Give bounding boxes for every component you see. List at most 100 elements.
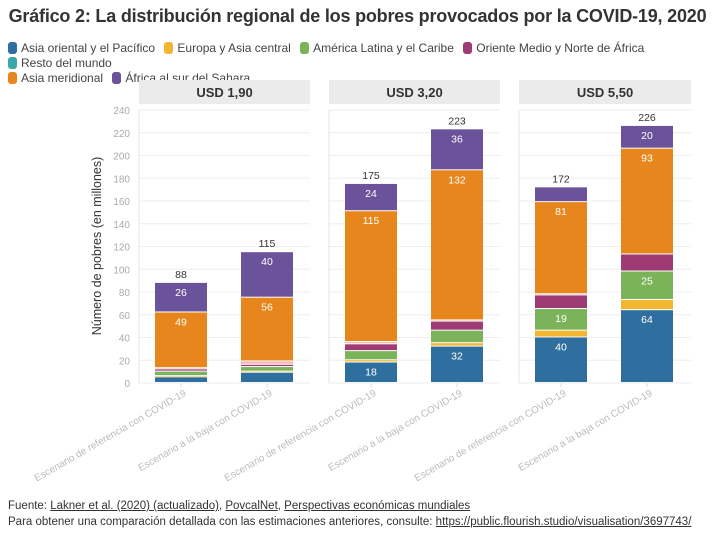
note-prefix: Para obtener una comparación detallada c…	[8, 516, 436, 528]
bar-segment	[345, 344, 397, 351]
bar-segment	[431, 330, 483, 343]
bar-segment	[345, 183, 397, 211]
data-label: 32	[451, 351, 463, 363]
panel-title: USD 5,50	[577, 85, 633, 100]
y-tick-label: 120	[113, 243, 130, 254]
bar-segment	[621, 310, 673, 382]
data-label: 132	[448, 174, 466, 186]
total-label: 223	[448, 115, 466, 127]
y-axis-label: Número de pobres (en millones)	[90, 157, 104, 336]
data-label: 40	[555, 342, 567, 354]
data-label: 49	[175, 316, 187, 328]
bar-segment	[535, 309, 587, 330]
bar-segment	[241, 367, 293, 371]
legend-label: América Latina y el Caribe	[313, 41, 454, 55]
bar-segment	[155, 371, 207, 376]
source-line: Fuente: Lakner et al. (2020) (actualizad…	[8, 498, 691, 514]
legend-label: Asia meridional	[21, 71, 104, 85]
y-tick-label: 220	[113, 129, 130, 140]
chart-title: Gráfico 2: La distribución regional de l…	[8, 6, 707, 26]
source-link-lakner[interactable]: Lakner et al. (2020) (actualizado)	[50, 500, 219, 512]
legend-swatch	[463, 42, 473, 54]
source-link-povcalnet[interactable]: PovcalNet	[225, 500, 278, 512]
data-label: 36	[451, 133, 463, 145]
bar-segment	[241, 371, 293, 373]
legend-label: Oriente Medio y Norte de África	[476, 41, 645, 55]
data-label: 24	[365, 188, 377, 200]
legend-swatch	[8, 57, 17, 69]
bar-segment	[241, 361, 293, 364]
bar-segment	[431, 320, 483, 321]
footer: Fuente: Lakner et al. (2020) (actualizad…	[8, 498, 691, 530]
bar-segment	[155, 369, 207, 371]
data-label: 18	[365, 367, 377, 379]
panel-header-bg	[139, 80, 310, 104]
legend-swatch	[8, 42, 17, 54]
separator: ,	[218, 500, 226, 512]
flourish-link[interactable]: https://public.flourish.studio/visualisa…	[435, 516, 692, 528]
data-label: 81	[555, 206, 567, 218]
y-tick-label: 100	[113, 265, 130, 276]
bar-segment	[345, 362, 397, 382]
bar-segment	[345, 211, 397, 342]
source-prefix: Fuente:	[8, 500, 51, 512]
bar-segment	[535, 202, 587, 294]
bar-segment	[535, 187, 587, 202]
legend-item[interactable]: Resto del mundo	[8, 56, 112, 71]
bar-segment	[621, 125, 673, 148]
y-tick-label: 180	[113, 174, 130, 185]
bar-segment	[155, 377, 207, 382]
legend-item[interactable]: Europa y Asia central	[164, 41, 291, 56]
y-tick-label: 140	[113, 220, 130, 231]
total-label: 175	[362, 170, 380, 182]
legend-item[interactable]: Asia meridional	[8, 71, 103, 86]
x-tick-label: Escenario de referencia con COVID-19	[33, 388, 189, 484]
bar-segment	[431, 129, 483, 170]
legend-item[interactable]: Oriente Medio y Norte de África	[463, 41, 644, 56]
legend-item[interactable]: América Latina y el Caribe	[300, 41, 454, 56]
y-tick-label: 80	[119, 288, 131, 299]
panel-header-bg	[329, 80, 500, 104]
bar-segment	[535, 337, 587, 382]
note-line: Para obtener una comparación detallada c…	[8, 514, 691, 530]
total-label: 115	[259, 238, 276, 250]
separator: ,	[277, 500, 285, 512]
bar-segment	[621, 271, 673, 299]
bar-segment	[155, 368, 207, 369]
data-label: 25	[641, 276, 653, 288]
y-tick-label: 60	[119, 311, 131, 322]
total-label: 88	[175, 269, 187, 281]
total-label: 226	[638, 112, 656, 124]
y-tick-label: 40	[119, 334, 131, 345]
bar-segment	[535, 295, 587, 309]
chart-area: Número de pobres (en millones) 0 20 40 60 80 1…	[33, 80, 691, 484]
bar-segment	[535, 294, 587, 295]
total-label: 172	[552, 173, 570, 185]
y-tick-label: 160	[113, 197, 130, 208]
bar-segment	[241, 252, 293, 297]
bar-segment	[535, 330, 587, 337]
data-label: 40	[261, 256, 273, 268]
source-link-perspectivas[interactable]: Perspectivas económicas mundiales	[284, 500, 471, 512]
data-label: 26	[175, 287, 187, 299]
bar-segment	[431, 321, 483, 330]
bar-segment	[241, 372, 293, 382]
x-tick-label: Escenario a la baja con COVID-19	[517, 388, 655, 474]
legend-item[interactable]: Asia oriental y el Pacífico	[8, 41, 155, 56]
panel-title: USD 3,20	[386, 85, 442, 100]
y-tick-label: 240	[113, 106, 130, 117]
bar-segment	[241, 297, 293, 361]
bar-segment	[621, 148, 673, 254]
legend-swatch	[8, 72, 17, 84]
bar-segment	[621, 299, 673, 310]
bar-segment	[345, 360, 397, 362]
data-label: 20	[641, 130, 653, 142]
legend-swatch	[300, 42, 310, 54]
bar-segment	[345, 351, 397, 360]
data-label: 115	[363, 215, 380, 227]
panel-header-bg	[519, 80, 691, 104]
data-label: 93	[641, 153, 653, 165]
legend-label: Europa y Asia central	[177, 41, 291, 55]
y-tick-label: 0	[124, 379, 130, 390]
data-label: 56	[261, 302, 273, 314]
